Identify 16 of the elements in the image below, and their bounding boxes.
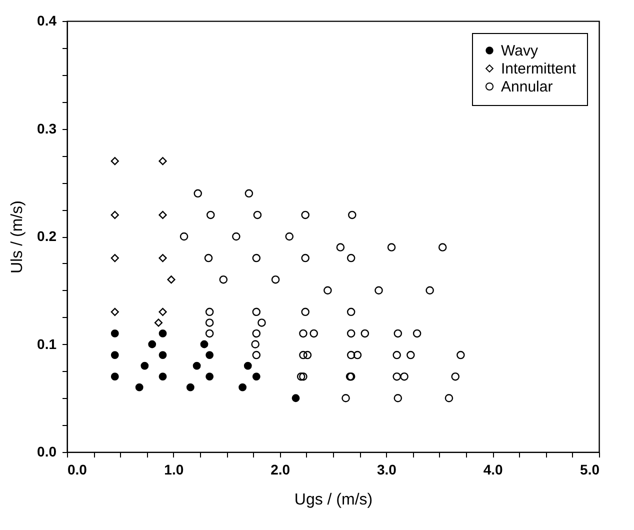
x-tick-label: 5.0 (580, 462, 600, 478)
y-tick-label: 0.0 (37, 444, 57, 460)
legend-label: Annular (501, 78, 553, 96)
x-tick-label: 4.0 (483, 462, 504, 478)
x-tick-label: 3.0 (376, 462, 397, 478)
y-tick-label: 0.3 (37, 120, 57, 136)
y-axis-title: Uls / (m/s) (9, 200, 26, 274)
legend-label: Wavy (501, 42, 538, 60)
y-tick-label: 0.2 (37, 228, 57, 244)
y-tick-label: 0.4 (37, 12, 57, 28)
legend-label: Intermittent (501, 60, 577, 78)
y-tick-label: 0.1 (37, 336, 57, 352)
x-axis-title: Ugs / (m/s) (294, 492, 373, 508)
x-tick-label: 2.0 (270, 462, 290, 478)
x-tick-label: 1.0 (164, 462, 184, 478)
x-tick-label: 0.0 (68, 462, 88, 478)
